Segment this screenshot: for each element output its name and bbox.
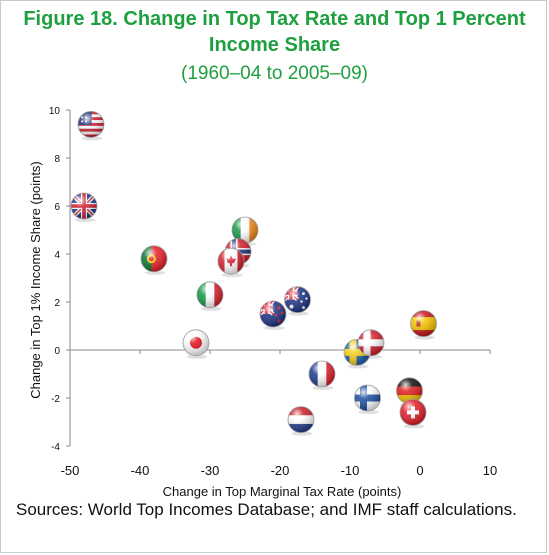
y-tick-label: 4 (54, 250, 60, 261)
y-axis-label: Change in Top 1% Income Share (points) (28, 161, 43, 399)
point-spain-flag (410, 310, 437, 340)
point-netherlands-flag (287, 406, 315, 436)
y-tick-label: 2 (54, 298, 60, 309)
point-portugal-flag (140, 245, 168, 275)
x-tick-label: 0 (416, 463, 423, 478)
y-tick-label: 0 (54, 346, 60, 357)
x-tick-label: -40 (131, 463, 150, 478)
source-note: Sources: World Top Incomes Database; and… (16, 500, 517, 519)
chart-points (70, 111, 437, 436)
y-tick-label: 10 (49, 106, 61, 117)
y-tick-label: 8 (54, 154, 60, 165)
x-axis-label: Change in Top Marginal Tax Rate (points) (163, 484, 402, 499)
point-united-states-flag (77, 111, 105, 141)
point-new-zealand-flag (259, 300, 287, 330)
x-tick-label: -50 (61, 463, 80, 478)
point-italy-flag (196, 281, 224, 311)
y-tick-label: -2 (51, 394, 60, 405)
x-tick-label: 10 (483, 463, 497, 478)
y-tick-label: -4 (51, 442, 60, 453)
x-tick-label: -30 (201, 463, 220, 478)
point-united-kingdom-flag (70, 192, 98, 222)
point-australia-flag (284, 286, 311, 316)
figure-title: Figure 18. Change in Top Tax Rate and To… (23, 8, 526, 56)
point-japan-flag (182, 329, 210, 359)
point-denmark-flag (357, 329, 385, 359)
x-tick-label: -10 (341, 463, 360, 478)
point-finland-flag (354, 384, 381, 414)
figure-subtitle: (1960–04 to 2005–09) (181, 63, 368, 84)
point-switzerland-flag (399, 398, 427, 429)
point-france-flag (308, 360, 336, 390)
point-canada-flag (217, 247, 245, 278)
y-tick-label: 6 (54, 202, 60, 213)
x-tick-label: -20 (271, 463, 290, 478)
